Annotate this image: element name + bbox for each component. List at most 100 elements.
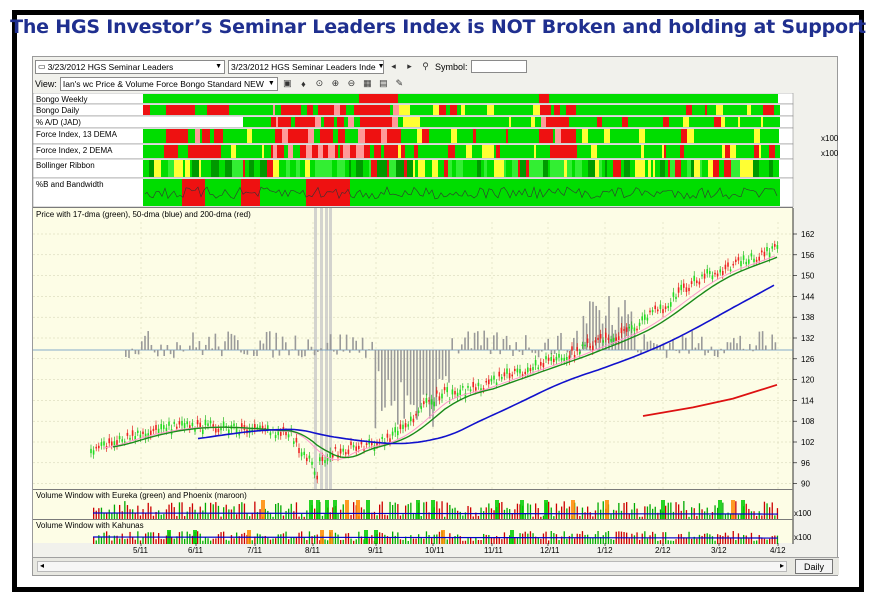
strip-cell: [586, 179, 593, 206]
strip-cell: [245, 160, 249, 177]
strip-cell: [377, 179, 383, 206]
strip-cell: [394, 179, 397, 206]
strip-cell: [574, 129, 576, 143]
volume-bar: [298, 516, 300, 520]
strip-cell: [143, 94, 145, 103]
strip-cell: [707, 105, 714, 115]
strip-cell: [733, 179, 735, 206]
volume-bar: [709, 534, 711, 544]
histogram-bar: [713, 350, 716, 357]
volume-bar: [379, 504, 381, 520]
strip-cell: [662, 145, 664, 158]
strip-cell: [177, 129, 183, 143]
binoculars-icon[interactable]: ⚲: [422, 61, 429, 71]
histogram-bar: [221, 350, 223, 357]
symbol-combo[interactable]: 3/23/2012 HGS Seminar Leaders Inde ▼: [228, 59, 384, 74]
volume-bar: [111, 540, 113, 544]
histogram-bar: [246, 350, 249, 355]
save-view-icon[interactable]: ▣: [283, 78, 292, 88]
volume-bar: [727, 535, 729, 544]
strip-cell: [404, 160, 407, 177]
layout-icon[interactable]: ▤: [379, 78, 388, 88]
volume-bar: [558, 510, 560, 520]
candle-body: [365, 443, 368, 445]
histogram-bar: [269, 331, 271, 350]
strip-cell: [754, 145, 759, 158]
volume-bar: [462, 540, 464, 544]
strip-cell: [252, 129, 256, 143]
strip-cell: [722, 145, 725, 158]
zoom-in-icon[interactable]: ⊕: [331, 78, 340, 88]
scroll-right-icon[interactable]: ▸: [779, 561, 784, 570]
candle-body: [355, 446, 357, 451]
histogram-bar: [464, 337, 466, 350]
strip-cell: [222, 179, 226, 206]
strip-cell: [632, 160, 635, 177]
volume-bar: [298, 532, 300, 544]
histogram-bar: [669, 342, 671, 350]
volume-average-line: [92, 512, 779, 515]
histogram-bar: [317, 350, 319, 352]
strip-cell: [327, 105, 334, 115]
strip-cell: [349, 129, 355, 143]
candle-body: [672, 292, 675, 298]
draw-tool-icon[interactable]: ✎: [395, 78, 404, 88]
view-combo[interactable]: Ian's wc Price & Volume Force Bongo Stan…: [59, 76, 278, 91]
histogram-bar: [297, 350, 300, 356]
chevron-down-icon[interactable]: ▼: [377, 63, 384, 70]
chevron-down-icon[interactable]: ▼: [215, 63, 222, 70]
zoom-icon[interactable]: ⊙: [315, 78, 324, 88]
strip-cell: [606, 105, 611, 115]
volume-bar: [477, 515, 480, 520]
strip-cell: [464, 129, 466, 143]
chevron-down-icon[interactable]: ▼: [267, 80, 275, 87]
volume-bar: [592, 537, 594, 544]
strip-cell: [712, 179, 714, 206]
pin-icon[interactable]: ♦: [301, 78, 306, 89]
strip-cell: [247, 105, 253, 115]
candle-body: [311, 461, 313, 465]
candle-body: [397, 430, 399, 436]
strip-cell: [582, 129, 588, 143]
horizontal-scrollbar[interactable]: ◂ ▸: [37, 561, 787, 572]
histogram-bar: [646, 341, 649, 350]
volume-bar: [132, 509, 134, 520]
strip-cell: [614, 129, 618, 143]
strip-cell: [251, 117, 256, 127]
volume-bar: [353, 540, 355, 544]
volume-bar: [706, 533, 708, 544]
volume-bar: [488, 503, 490, 520]
histogram-bar: [531, 350, 533, 353]
scroll-left-icon[interactable]: ◂: [40, 561, 45, 570]
strip-cell: [338, 129, 345, 143]
strip-cell: [379, 117, 386, 127]
histogram-bar: [320, 348, 322, 350]
next-icon[interactable]: ▸: [407, 61, 412, 71]
volume-bar: [230, 509, 233, 520]
period-button[interactable]: Daily: [795, 559, 833, 574]
y-tick-label: 156: [801, 251, 815, 260]
previous-icon[interactable]: ◂: [391, 61, 396, 71]
histogram-bar: [304, 350, 306, 357]
histogram-bar: [125, 350, 127, 357]
strip-cell: [285, 179, 288, 206]
strip-cell: [364, 145, 368, 158]
grid-icon[interactable]: ▦: [363, 78, 372, 88]
symbol-input[interactable]: [470, 60, 527, 73]
candle-body: [477, 382, 480, 387]
strip-cell: [262, 105, 265, 115]
candle-body: [584, 344, 586, 347]
strip-cell: [233, 129, 240, 143]
candle-body: [204, 419, 207, 426]
strip-cell: [560, 105, 566, 115]
strip-cell: [700, 160, 702, 177]
volume-bar: [576, 533, 578, 544]
strip-cell: [236, 145, 238, 158]
y-tick-label: 150: [801, 272, 815, 281]
strip-cell: [543, 160, 546, 177]
histogram-bar: [521, 350, 524, 356]
strip-cell: [661, 179, 665, 206]
list-combo[interactable]: ▭ 3/23/2012 HGS Seminar Leaders ▼: [35, 59, 225, 74]
strip-cell: [365, 105, 368, 115]
zoom-out-icon[interactable]: ⊖: [347, 78, 356, 88]
